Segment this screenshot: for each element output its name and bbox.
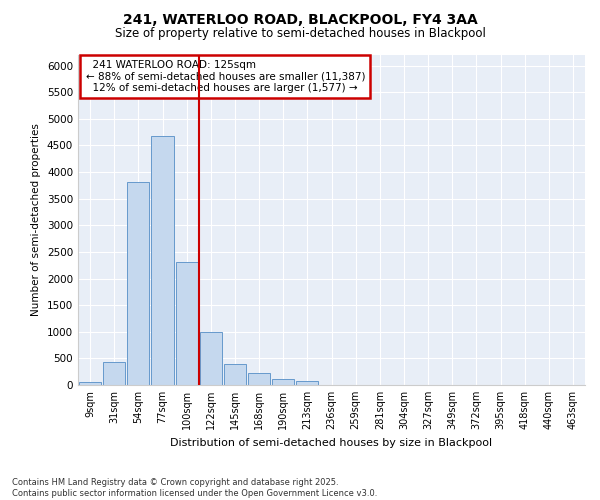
- Bar: [224, 364, 246, 385]
- Text: 241, WATERLOO ROAD, BLACKPOOL, FY4 3AA: 241, WATERLOO ROAD, BLACKPOOL, FY4 3AA: [122, 12, 478, 26]
- Bar: [151, 136, 173, 385]
- Text: Contains HM Land Registry data © Crown copyright and database right 2025.
Contai: Contains HM Land Registry data © Crown c…: [12, 478, 377, 498]
- Bar: [103, 362, 125, 385]
- Bar: [248, 373, 270, 385]
- Bar: [296, 380, 319, 385]
- Bar: [79, 382, 101, 385]
- Bar: [272, 379, 295, 385]
- Bar: [200, 332, 222, 385]
- Text: Size of property relative to semi-detached houses in Blackpool: Size of property relative to semi-detach…: [115, 28, 485, 40]
- Bar: [127, 182, 149, 385]
- X-axis label: Distribution of semi-detached houses by size in Blackpool: Distribution of semi-detached houses by …: [170, 438, 493, 448]
- Y-axis label: Number of semi-detached properties: Number of semi-detached properties: [31, 124, 41, 316]
- Text: 241 WATERLOO ROAD: 125sqm  
← 88% of semi-detached houses are smaller (11,387)
 : 241 WATERLOO ROAD: 125sqm ← 88% of semi-…: [86, 60, 365, 93]
- Bar: [176, 262, 198, 385]
